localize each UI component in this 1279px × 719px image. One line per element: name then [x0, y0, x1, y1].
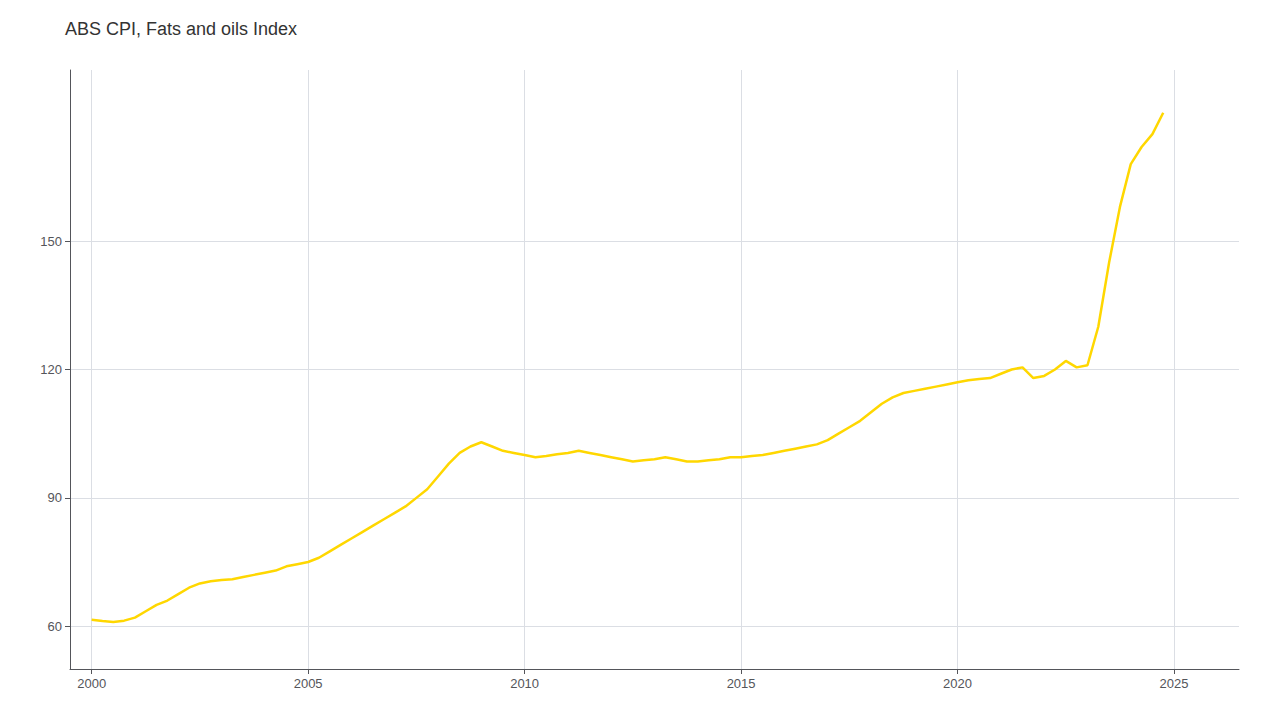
- svg-text:2025: 2025: [1160, 676, 1189, 691]
- svg-text:120: 120: [40, 362, 62, 377]
- svg-text:60: 60: [48, 619, 62, 634]
- svg-text:2005: 2005: [294, 676, 323, 691]
- svg-text:2000: 2000: [77, 676, 106, 691]
- svg-text:150: 150: [40, 234, 62, 249]
- svg-text:ABS CPI, Fats and oils Index: ABS CPI, Fats and oils Index: [65, 19, 297, 39]
- svg-text:90: 90: [48, 490, 62, 505]
- svg-text:2015: 2015: [727, 676, 756, 691]
- svg-text:2020: 2020: [943, 676, 972, 691]
- svg-text:2010: 2010: [510, 676, 539, 691]
